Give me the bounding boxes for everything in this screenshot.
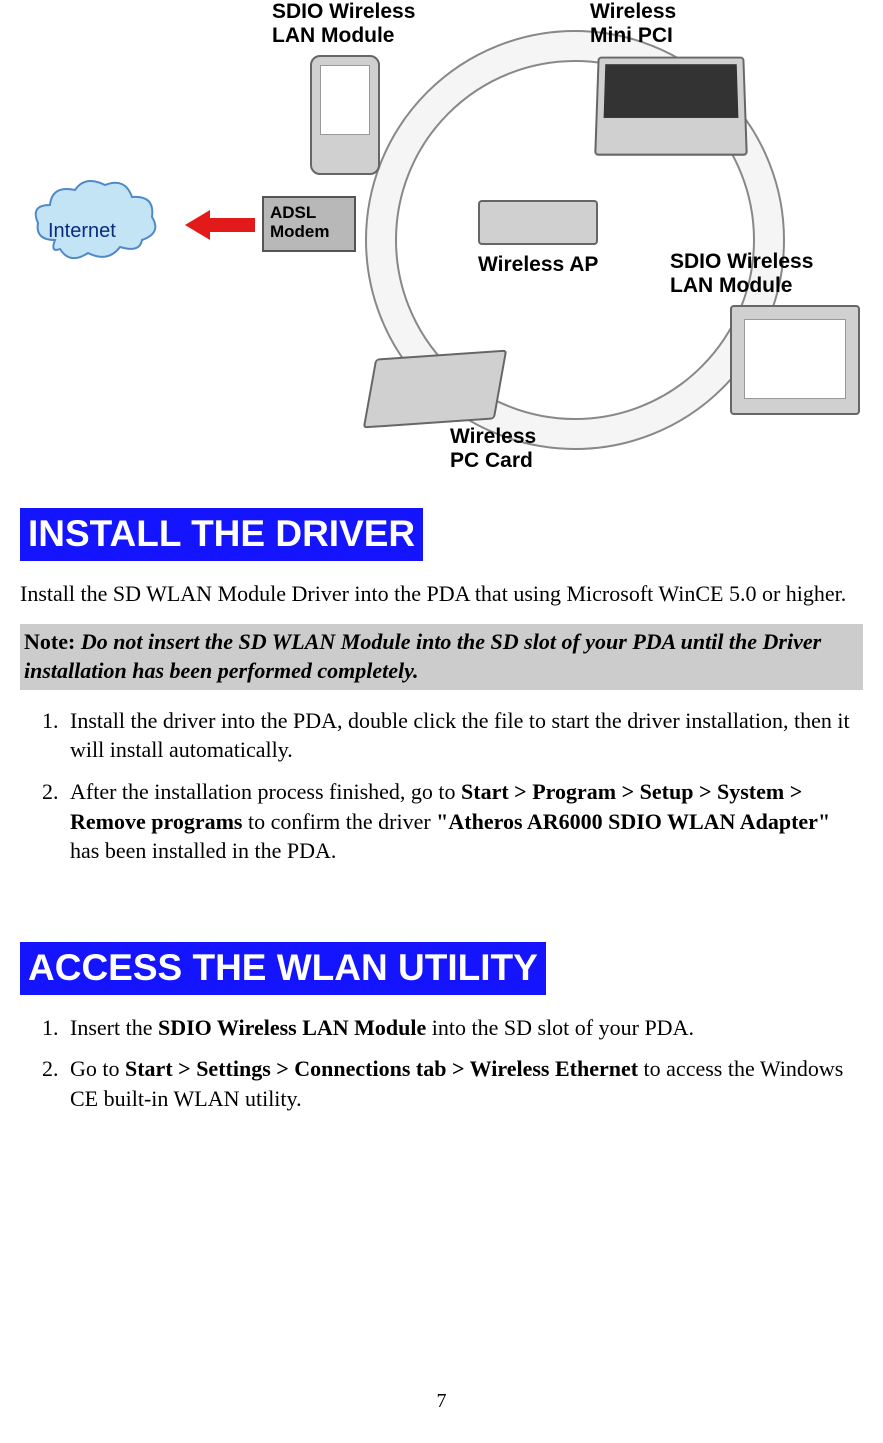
heading-access: ACCESS THE WLAN UTILITY xyxy=(20,942,546,995)
install-steps: Install the driver into the PDA, double … xyxy=(20,706,863,866)
mini-pci-label: WirelessMini PCI xyxy=(590,0,676,48)
note-box: Note: Do not insert the SD WLAN Module i… xyxy=(20,624,863,689)
note-label: Note: xyxy=(24,629,75,654)
pda-device-icon xyxy=(310,55,380,175)
install-step-1: Install the driver into the PDA, double … xyxy=(64,706,863,765)
wireless-ap-label: Wireless AP xyxy=(478,253,598,277)
access-step-2: Go to Start > Settings > Connections tab… xyxy=(64,1054,863,1113)
section-install-driver: INSTALL THE DRIVER Install the SD WLAN M… xyxy=(20,480,863,866)
install-step-2c: to confirm the driver xyxy=(243,809,437,834)
wireless-ap-icon xyxy=(478,200,598,245)
network-diagram: Internet ADSLModem SDIO WirelessLAN Modu… xyxy=(20,0,863,480)
install-step-2a: After the installation process finished,… xyxy=(70,779,461,804)
adsl-modem-label: ADSLModem xyxy=(262,196,356,252)
access-steps: Insert the SDIO Wireless LAN Module into… xyxy=(20,1013,863,1114)
sdio-right-label: SDIO WirelessLAN Module xyxy=(670,250,813,298)
access-step-1a: Insert the xyxy=(70,1015,158,1040)
section-access-utility: ACCESS THE WLAN UTILITY Insert the SDIO … xyxy=(20,914,863,1114)
access-step-1b: SDIO Wireless LAN Module xyxy=(158,1015,426,1040)
sdio-top-label: SDIO WirelessLAN Module xyxy=(272,0,415,48)
access-step-1c: into the SD slot of your PDA. xyxy=(426,1015,694,1040)
install-step-2e: has been installed in the PDA. xyxy=(70,838,336,863)
note-body: Do not insert the SD WLAN Module into th… xyxy=(24,629,821,683)
laptop-device-icon xyxy=(594,57,748,156)
access-step-2a: Go to xyxy=(70,1056,125,1081)
tablet-device-icon xyxy=(730,305,860,415)
install-step-2: After the installation process finished,… xyxy=(64,777,863,866)
pc-card-laptop-icon xyxy=(363,350,507,429)
install-step-2d: "Atheros AR6000 SDIO WLAN Adapter" xyxy=(436,809,830,834)
access-step-2b: Start > Settings > Connections tab > Wir… xyxy=(125,1056,638,1081)
internet-label: Internet xyxy=(48,220,116,243)
heading-install: INSTALL THE DRIVER xyxy=(20,508,423,561)
red-arrow-icon xyxy=(185,210,255,240)
page-number: 7 xyxy=(0,1390,883,1413)
access-step-1: Insert the SDIO Wireless LAN Module into… xyxy=(64,1013,863,1043)
pc-card-label: WirelessPC Card xyxy=(450,425,536,473)
install-intro: Install the SD WLAN Module Driver into t… xyxy=(20,579,863,609)
